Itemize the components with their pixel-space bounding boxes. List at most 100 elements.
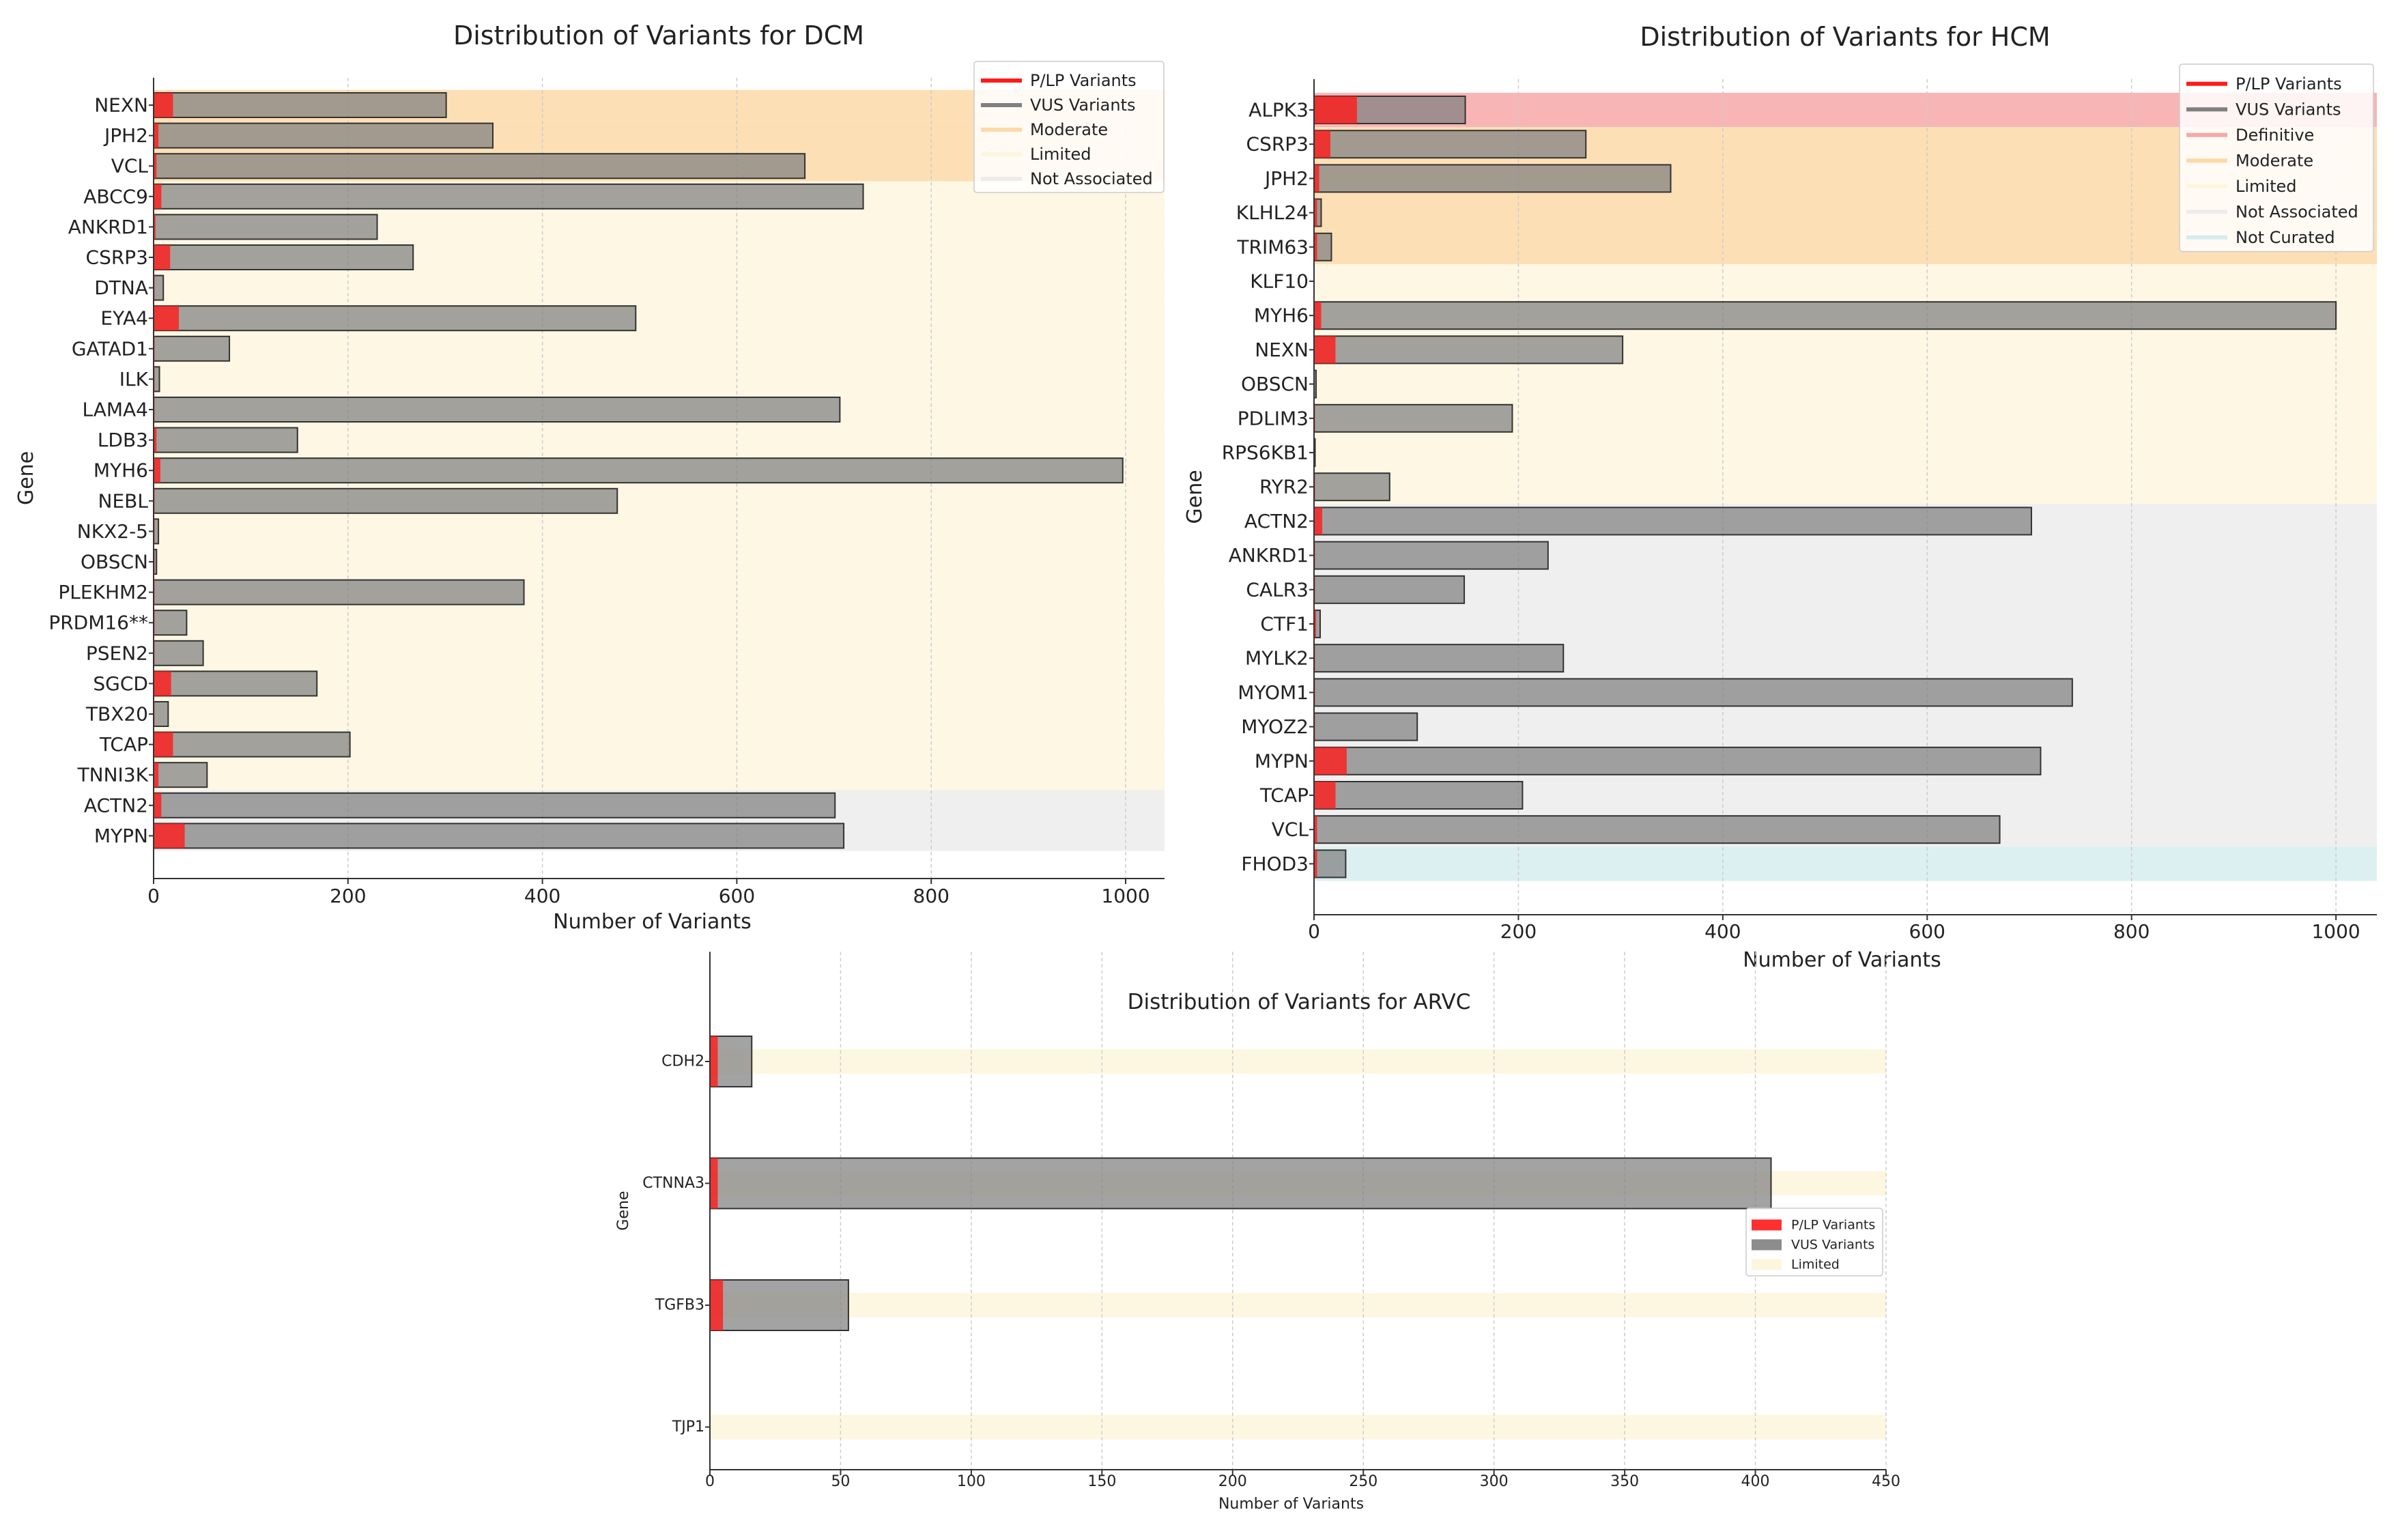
- ytick-label-ACTN2: ACTN2: [84, 794, 148, 816]
- ytick-label-RYR2: RYR2: [1259, 476, 1309, 498]
- bar-vus-GATAD1: [153, 335, 231, 362]
- ytick-label-MYOM1: MYOM1: [1238, 681, 1309, 704]
- ytick-label-NEXN: NEXN: [1255, 339, 1309, 361]
- bar-vus-LDB3: [153, 427, 298, 453]
- band-limited-TGFB3: [710, 1293, 1886, 1317]
- chart-hcm: ALPK3 CSRP3 JPH2 KLHL24 TRIM63 KLF10 MYH6 NEXN O…: [1183, 22, 2377, 972]
- bar-plp-NEXN: [1314, 336, 1336, 364]
- ytick-label-LDB3: LDB3: [98, 429, 148, 451]
- bar-plp-TNNI3K: [154, 762, 159, 788]
- legend-label-vus: VUS Variants: [1030, 96, 1135, 115]
- ytick-label-DTNA: DTNA: [94, 276, 148, 299]
- ytick-label-EYA4: EYA4: [100, 307, 148, 330]
- bar-vus-DTNA: [153, 274, 165, 301]
- legend-label-not_associated: Not Associated: [1030, 169, 1153, 188]
- band-limited-SGCD: [154, 668, 1165, 699]
- ytick-label-PRDM16**: PRDM16**: [48, 612, 148, 634]
- bar-vus-JPH2: [153, 122, 494, 149]
- ytick-label-TRIM63: TRIM63: [1236, 236, 1309, 258]
- bar-plp-KLHL24: [1314, 199, 1317, 227]
- bar-plp-TCAP: [154, 732, 173, 757]
- band-limited-TBX20: [154, 698, 1165, 730]
- bar-plp-ANKRD1: [154, 214, 156, 240]
- xtick-label: 300: [1480, 1473, 1509, 1490]
- legend-label-vus: VUS Variants: [2236, 100, 2341, 119]
- bar-vus-MYPN: [153, 823, 845, 849]
- ytick-label-JPH2: JPH2: [103, 124, 148, 147]
- bar-vus-TBX20: [153, 701, 169, 727]
- bar-plp-TGFB3: [710, 1280, 724, 1330]
- ytick-label-CDH2: CDH2: [661, 1053, 704, 1070]
- ytick-label-NEBL: NEBL: [98, 489, 149, 512]
- xtick-label: 0: [705, 1473, 715, 1490]
- bar-vus-TCAP: [153, 731, 351, 758]
- bar-plp-MYH6: [154, 458, 160, 483]
- xtick-label: 600: [719, 885, 755, 907]
- legend-label-plp: P/LP Variants: [1791, 1218, 1875, 1233]
- bar-vus-EYA4: [153, 305, 637, 332]
- bar-plp-ALPK3: [1314, 96, 1357, 124]
- ytick-label-MYOZ2: MYOZ2: [1241, 715, 1309, 738]
- legend: P/LP Variants VUS Variants Moderate Limited…: [973, 61, 1165, 193]
- bar-vus-NEBL: [153, 487, 618, 514]
- ytick-label-TBX20: TBX20: [85, 703, 148, 726]
- bar-plp-VCL: [154, 154, 157, 179]
- bar-plp-CSRP3: [1314, 130, 1330, 158]
- bar-vus-CALR3: [1313, 575, 1466, 604]
- bar-vus-VCL: [1313, 815, 2001, 844]
- bar-plp-NEXN: [154, 93, 173, 117]
- band-not_curated-FHOD3: [1314, 846, 2377, 881]
- bar-plp-MYH6: [1314, 302, 1322, 330]
- ytick-label-MYLK2: MYLK2: [1245, 647, 1309, 670]
- ytick-label-OBSCN: OBSCN: [81, 551, 148, 573]
- bar-plp-ACTN2: [1314, 507, 1322, 535]
- xtick-label: 100: [957, 1473, 986, 1490]
- xtick-label: 200: [1218, 1473, 1247, 1490]
- ytick-label-MYH6: MYH6: [94, 459, 148, 482]
- xtick-label: 800: [913, 885, 950, 907]
- bar-vus-ABCC9: [153, 183, 864, 210]
- ytick-label-PSEN2: PSEN2: [86, 642, 148, 664]
- band-limited-TJP1: [710, 1414, 1886, 1440]
- band-limited-OBSCN: [1314, 367, 2377, 401]
- legend-label-limited: Limited: [1791, 1257, 1840, 1272]
- band-limited-GATAD1: [154, 333, 1165, 365]
- ytick-label-ALPK3: ALPK3: [1248, 99, 1309, 122]
- bar-plp-ACTN2: [154, 793, 162, 818]
- y-axis-label: Gene: [14, 451, 38, 505]
- ytick-label-TCAP: TCAP: [99, 733, 148, 756]
- legend-swatch-vus: [1752, 1239, 1782, 1251]
- legend-label-not_associated: Not Associated: [2236, 202, 2358, 221]
- xtick-label: 600: [1909, 920, 1945, 943]
- bar-vus-TCAP: [1313, 781, 1524, 810]
- xtick-label: 150: [1087, 1473, 1116, 1490]
- ytick-label-TJP1: TJP1: [672, 1418, 704, 1436]
- bar-plp-CDH2: [710, 1036, 718, 1087]
- xtick-label: 200: [1500, 920, 1537, 943]
- ytick-label-TNNI3K: TNNI3K: [77, 764, 149, 786]
- ytick-label-CTF1: CTF1: [1260, 613, 1309, 636]
- band-limited-OBSCN: [154, 546, 1165, 578]
- legend-box: [973, 61, 1165, 193]
- ytick-label-OBSCN: OBSCN: [1241, 373, 1309, 395]
- bar-vus-SGCD: [153, 670, 318, 697]
- band-limited-PRDM16**: [154, 607, 1165, 638]
- bar-vus-MYOM1: [1313, 678, 2073, 707]
- ytick-label-TCAP: TCAP: [1259, 784, 1309, 807]
- bar-vus-MYLK2: [1313, 644, 1565, 673]
- legend-label-definitive: Definitive: [2236, 126, 2314, 145]
- bar-vus-PRDM16**: [153, 610, 188, 636]
- bar-vus-ACTN2: [153, 792, 836, 818]
- bar-vus-MYOZ2: [1313, 712, 1418, 741]
- bar-plp-CTF1: [1314, 610, 1316, 638]
- ytick-label-PLEKHM2: PLEKHM2: [58, 581, 148, 603]
- band-limited-PSEN2: [154, 638, 1165, 669]
- bar-plp-TCAP: [1314, 782, 1336, 809]
- bar-vus-MYH6: [153, 457, 1124, 484]
- y-axis-label: Gene: [615, 1191, 632, 1231]
- y-axis-label: Gene: [1183, 470, 1207, 524]
- bar-vus-MYH6: [1313, 301, 2337, 330]
- ytick-label-PDLIM3: PDLIM3: [1238, 407, 1309, 429]
- legend-label-moderate: Moderate: [1030, 120, 1108, 139]
